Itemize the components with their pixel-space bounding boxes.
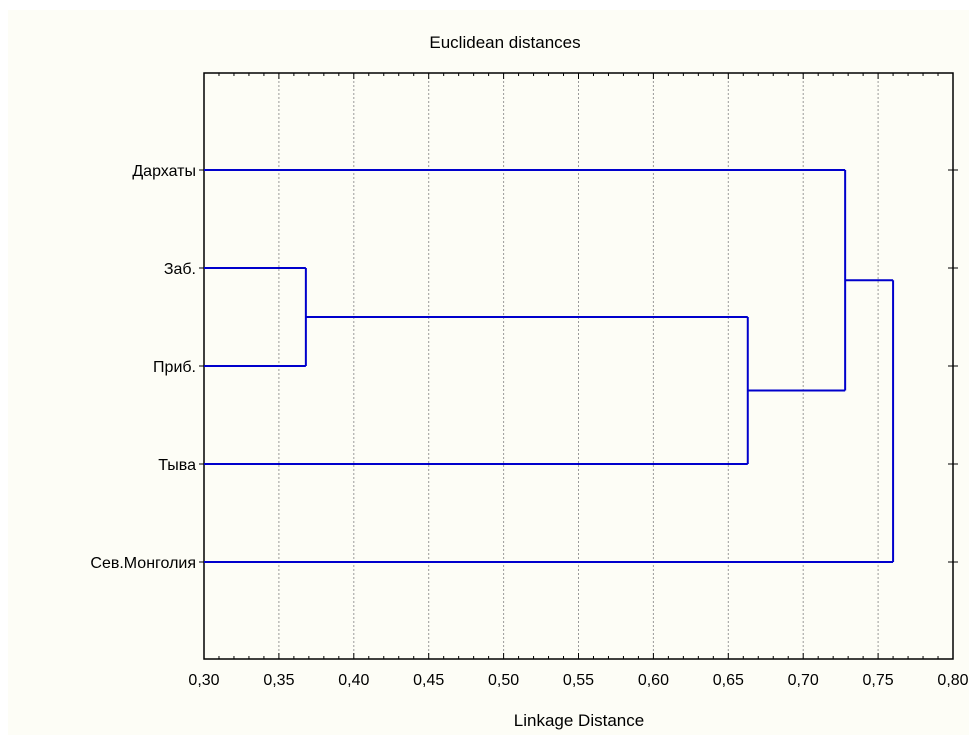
x-tick-label: 0,70 bbox=[788, 672, 819, 689]
x-tick-label: 0,30 bbox=[188, 672, 219, 689]
x-tick-label: 0,65 bbox=[713, 672, 744, 689]
leaf-label: Тыва bbox=[158, 457, 196, 474]
chart-figure: Euclidean distances 0,30 0,35 0,40 0,45 0,50… bbox=[8, 10, 969, 735]
x-tick-label: 0,40 bbox=[338, 672, 369, 689]
x-tick-label: 0,45 bbox=[413, 672, 444, 689]
dendrogram-chart: Euclidean distances 0,30 0,35 0,40 0,45 0,50… bbox=[90, 33, 968, 730]
leaf-label: Заб. bbox=[164, 261, 196, 278]
x-tick-label: 0,75 bbox=[863, 672, 894, 689]
leaf-label: Приб. bbox=[153, 359, 196, 376]
x-tick-label: 0,80 bbox=[937, 672, 968, 689]
x-axis-tick-labels: 0,30 0,35 0,40 0,45 0,50 0,55 0,60 0,65 0,70 0,75… bbox=[188, 672, 968, 689]
chart-title: Euclidean distances bbox=[429, 33, 580, 52]
leaf-label: Сев.Монголия bbox=[90, 555, 196, 572]
x-tick-label: 0,35 bbox=[263, 672, 294, 689]
leaf-label: Дархаты bbox=[132, 163, 196, 180]
grid bbox=[278, 73, 879, 659]
leaf-labels: Дархаты Заб. Приб. Тыва Сев.Монголия bbox=[90, 163, 196, 572]
x-axis-label: Linkage Distance bbox=[514, 711, 644, 730]
x-tick-label: 0,50 bbox=[488, 672, 519, 689]
x-tick-label: 0,60 bbox=[638, 672, 669, 689]
dendrogram-links bbox=[204, 169, 895, 563]
x-tick-label: 0,55 bbox=[563, 672, 594, 689]
